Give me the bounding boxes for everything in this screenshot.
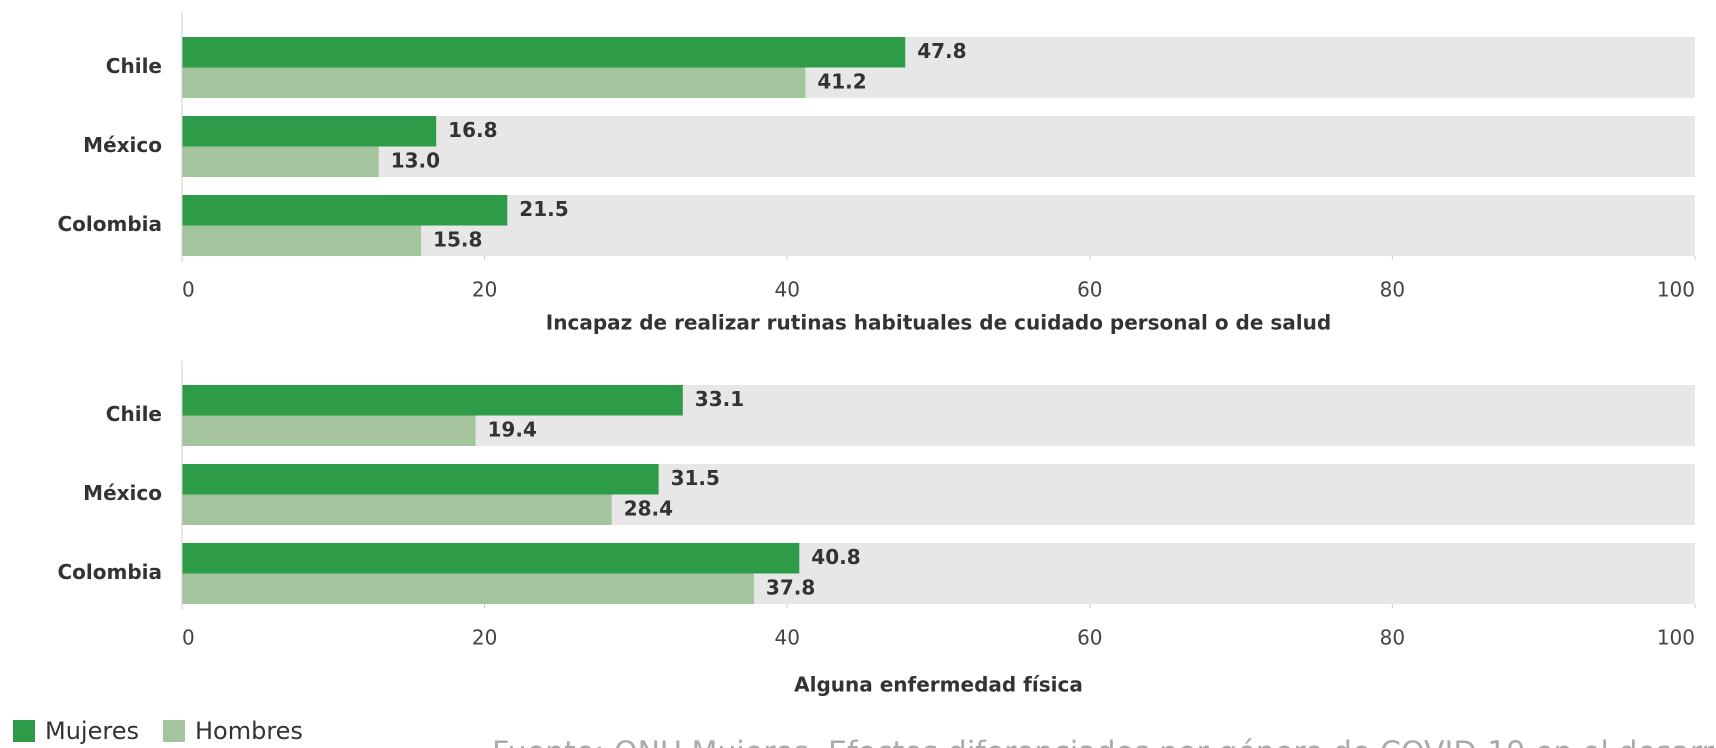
value-label: 33.1 [695,387,744,411]
value-label: 16.8 [448,118,497,142]
x-tick-label: 80 [1380,626,1405,650]
x-tick-label: 20 [472,626,497,650]
x-axis-label: Alguna enfermedad física [794,673,1083,697]
y-tick-label: Colombia [57,212,162,236]
x-tick-label: 0 [182,626,195,650]
x-tick-label: 0 [182,278,195,302]
y-tick-label: Chile [106,54,162,78]
y-tick-label: Chile [106,402,162,426]
bar [182,385,683,416]
value-label: 40.8 [811,545,860,569]
value-label: 47.8 [917,39,966,63]
source: Fuente: ONU Mujeres. Efectos diferenciad… [492,736,1716,748]
value-label: 41.2 [817,69,866,93]
x-tick-label: 60 [1077,278,1102,302]
bar [182,146,379,177]
x-tick-label: 40 [774,626,799,650]
value-label: 19.4 [488,417,537,441]
value-label: 31.5 [671,466,720,490]
bar [182,116,437,147]
bar [182,37,906,68]
x-tick-label: 40 [774,278,799,302]
legend-label: Mujeres [45,717,139,745]
bar [182,543,800,574]
x-tick-label: 100 [1657,626,1695,650]
bar [182,67,806,98]
legend-swatch [162,720,185,742]
legend-label: Hombres [195,717,303,745]
y-tick-label: México [83,481,162,505]
value-label: 13.0 [391,148,440,172]
value-label: 15.8 [433,227,482,251]
x-axis-label: Incapaz de realizar rutinas habituales d… [546,311,1331,335]
bar [182,225,422,256]
value-label: 21.5 [519,197,568,221]
bar [182,494,612,525]
value-label: 37.8 [766,575,815,599]
x-tick-label: 100 [1657,278,1695,302]
value-label: 28.4 [624,496,673,520]
bar [182,573,754,604]
legend-swatch [13,720,35,742]
x-tick-label: 60 [1077,626,1102,650]
x-tick-label: 80 [1380,278,1405,302]
x-tick-label: 20 [472,278,497,302]
bar [182,415,476,446]
bar [182,195,508,226]
y-tick-label: Colombia [57,560,162,584]
bar [182,464,659,495]
y-tick-label: México [83,133,162,157]
